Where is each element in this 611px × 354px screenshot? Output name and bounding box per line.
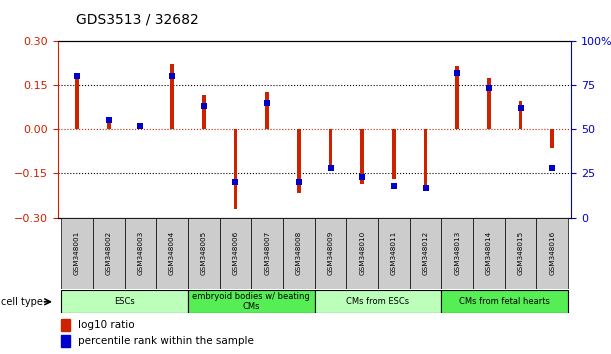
Bar	[346, 218, 378, 289]
Text: cell type: cell type	[1, 297, 43, 307]
Text: GSM348003: GSM348003	[137, 231, 144, 275]
Bar	[519, 101, 522, 129]
Point	[262, 100, 272, 105]
Bar	[283, 218, 315, 289]
Bar	[455, 66, 459, 129]
Text: GSM348001: GSM348001	[74, 231, 80, 275]
Bar	[60, 335, 70, 347]
Text: GSM348010: GSM348010	[359, 231, 365, 275]
Point	[547, 165, 557, 171]
Text: CMs from fetal hearts: CMs from fetal hearts	[459, 297, 550, 306]
Bar	[315, 290, 441, 313]
Point	[136, 123, 145, 129]
Point	[420, 185, 430, 190]
Text: GSM348006: GSM348006	[232, 231, 238, 275]
Bar	[156, 218, 188, 289]
Bar	[251, 218, 283, 289]
Text: GSM348016: GSM348016	[549, 231, 555, 275]
Text: GSM348009: GSM348009	[327, 231, 334, 275]
Bar	[93, 218, 125, 289]
Bar	[202, 95, 206, 129]
Point	[72, 73, 82, 79]
Bar	[441, 290, 568, 313]
Point	[167, 73, 177, 79]
Bar	[61, 218, 93, 289]
Point	[389, 183, 399, 189]
Point	[452, 70, 462, 75]
Bar	[378, 218, 410, 289]
Bar	[125, 218, 156, 289]
Point	[199, 103, 209, 109]
Text: GSM348004: GSM348004	[169, 231, 175, 275]
Text: CMs from ESCs: CMs from ESCs	[346, 297, 409, 306]
Bar	[139, 123, 142, 129]
Bar	[188, 290, 315, 313]
Bar	[219, 218, 251, 289]
Text: GSM348013: GSM348013	[454, 231, 460, 275]
Bar	[265, 92, 269, 129]
Text: GSM348012: GSM348012	[423, 231, 428, 275]
Bar	[107, 120, 111, 129]
Bar	[297, 129, 301, 193]
Bar	[487, 78, 491, 129]
Text: GSM348002: GSM348002	[106, 231, 112, 275]
Text: ESCs: ESCs	[114, 297, 135, 306]
Point	[104, 118, 114, 123]
Point	[516, 105, 525, 111]
Point	[484, 86, 494, 91]
Text: GDS3513 / 32682: GDS3513 / 32682	[76, 12, 199, 27]
Bar	[473, 218, 505, 289]
Bar	[551, 129, 554, 148]
Bar	[329, 129, 332, 167]
Bar	[441, 218, 473, 289]
Bar	[61, 290, 188, 313]
Bar	[360, 129, 364, 184]
Bar	[423, 129, 428, 185]
Text: percentile rank within the sample: percentile rank within the sample	[78, 336, 254, 346]
Bar	[505, 218, 536, 289]
Point	[357, 174, 367, 180]
Bar	[536, 218, 568, 289]
Text: GSM348014: GSM348014	[486, 231, 492, 275]
Bar	[60, 319, 70, 331]
Text: GSM348008: GSM348008	[296, 231, 302, 275]
Text: GSM348015: GSM348015	[518, 231, 524, 275]
Point	[230, 179, 240, 185]
Text: GSM348007: GSM348007	[264, 231, 270, 275]
Bar	[170, 64, 174, 129]
Point	[294, 179, 304, 185]
Bar	[233, 129, 237, 209]
Text: log10 ratio: log10 ratio	[78, 320, 134, 330]
Bar	[410, 218, 441, 289]
Bar	[392, 129, 396, 179]
Text: GSM348011: GSM348011	[391, 231, 397, 275]
Bar	[188, 218, 219, 289]
Point	[326, 165, 335, 171]
Text: embryoid bodies w/ beating
CMs: embryoid bodies w/ beating CMs	[192, 292, 310, 312]
Text: GSM348005: GSM348005	[201, 231, 207, 275]
Bar	[315, 218, 346, 289]
Bar	[75, 75, 79, 129]
